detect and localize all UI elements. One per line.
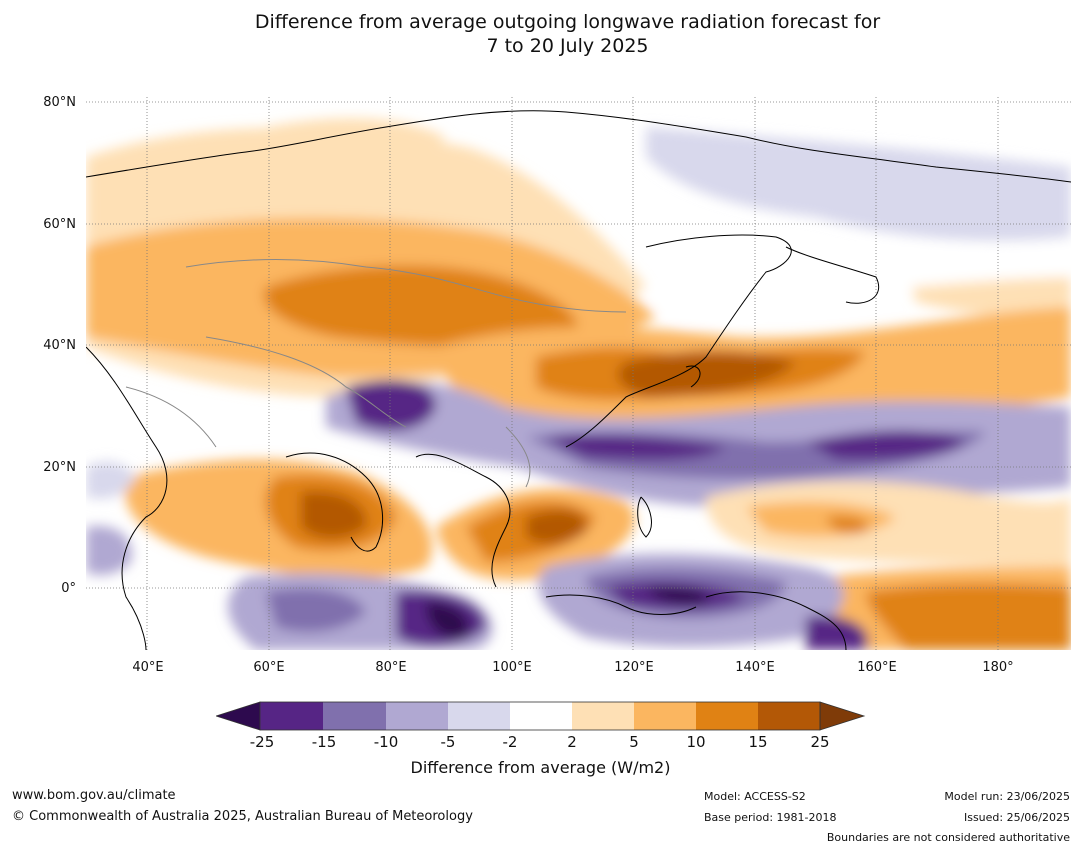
lon-label-120e: 120°E: [614, 660, 654, 675]
colorbar-swatch-5: [510, 702, 572, 730]
colorbar-swatch-7: [634, 702, 696, 730]
colorbar-swatch-2: [323, 702, 386, 730]
website-link[interactable]: www.bom.gov.au/climate: [12, 788, 176, 803]
colorbar-swatch-3: [386, 702, 448, 730]
disclaimer-text: Boundaries are not considered authoritat…: [826, 831, 1070, 844]
colorbar-swatch-9: [758, 702, 820, 730]
title-line-1: Difference from average outgoing longwav…: [254, 11, 881, 33]
colorbar-max-arrow: [819, 701, 866, 731]
olr-anomaly-map: [86, 97, 1071, 650]
colorbar-tick: -5: [440, 733, 456, 751]
base-period-text: Base period: 1981-2018: [704, 811, 837, 824]
colorbar-swatch-8: [696, 702, 758, 730]
lon-label-80e: 80°E: [375, 660, 407, 675]
colorbar-tick: 10: [686, 733, 706, 751]
lat-label-60n: 60°N: [43, 217, 76, 232]
lon-label-140e: 140°E: [735, 660, 775, 675]
colorbar-swatch-1: [260, 702, 323, 730]
colorbar-tick: -2: [502, 733, 518, 751]
colorbar-tick: -10: [373, 733, 399, 751]
colorbar-tick: 15: [748, 733, 768, 751]
ocean-map: [86, 97, 1071, 650]
copyright-text: © Commonwealth of Australia 2025, Austra…: [12, 809, 473, 824]
map-title: Difference from average outgoing longwav…: [0, 10, 1081, 58]
colorbar: [216, 701, 866, 731]
colorbar-tick: -25: [249, 733, 275, 751]
colorbar-tick: 5: [629, 733, 639, 751]
lat-label-40n: 40°N: [43, 338, 76, 353]
title-line-2: 7 to 20 July 2025: [486, 35, 649, 57]
lat-label-80n: 80°N: [43, 95, 76, 110]
lon-label-100e: 100°E: [492, 660, 532, 675]
lat-label-20n: 20°N: [43, 460, 76, 475]
lon-label-180: 180°: [982, 660, 1014, 675]
colorbar-min-arrow: [216, 701, 261, 731]
colorbar-tick: 2: [567, 733, 577, 751]
political-boundaries: [125, 259, 627, 488]
issued-text: Issued: 25/06/2025: [963, 811, 1070, 824]
coastlines: [86, 110, 1071, 650]
lon-label-160e: 160°E: [857, 660, 897, 675]
lon-label-40e: 40°E: [132, 660, 164, 675]
lon-label-60e: 60°E: [253, 660, 285, 675]
colorbar-tick: -15: [311, 733, 337, 751]
graticule: [86, 97, 1071, 650]
anomaly-field: [86, 118, 1071, 650]
lat-label-0: 0°: [61, 581, 76, 596]
colorbar-tick: 25: [810, 733, 830, 751]
colorbar-swatch-4: [448, 702, 510, 730]
colorbar-label: Difference from average (W/m2): [410, 758, 671, 777]
colorbar-swatch-6: [572, 702, 634, 730]
model-run-text: Model run: 23/06/2025: [944, 790, 1070, 803]
model-text: Model: ACCESS-S2: [704, 790, 806, 803]
